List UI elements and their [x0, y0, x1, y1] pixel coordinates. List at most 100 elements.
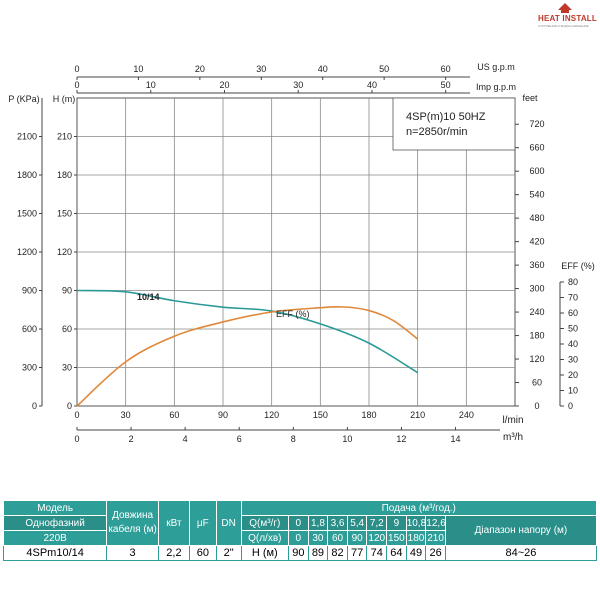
q-lmin-7: 210	[425, 530, 446, 546]
header-supply: Подача (м³/год.)	[240, 500, 598, 516]
tick-label-imp: 10	[146, 80, 156, 90]
cell-h-4: 74	[366, 545, 388, 561]
cell-h-7: 26	[425, 545, 446, 561]
tick-label-imp: 50	[441, 80, 451, 90]
tick-label-pressure: 1200	[17, 247, 37, 257]
series-label-model: 10/14	[137, 292, 160, 302]
cell-uf: 60	[188, 545, 217, 561]
q-m3h-3: 5,4	[346, 515, 368, 531]
axis-label-us: US g.p.m	[477, 62, 515, 72]
cell-kw: 2,2	[157, 545, 190, 561]
tick-label-imp: 30	[293, 80, 303, 90]
series-line-head	[76, 289, 419, 374]
tick-label-lpm: 210	[410, 410, 425, 420]
cell-range: 84~26	[444, 545, 598, 561]
tick-label-us: 50	[379, 64, 389, 74]
house-base-icon	[561, 10, 569, 13]
tick-label-eff: 40	[568, 339, 578, 349]
q-lmin-0: 0	[288, 530, 309, 546]
tick-label-pressure: 2100	[17, 132, 37, 142]
q-lmin-3: 90	[346, 530, 368, 546]
axis-label-eff: EFF (%)	[561, 261, 595, 271]
tick-label-head: 30	[62, 363, 72, 373]
header-uf: μF	[188, 500, 217, 546]
table-row: 4SPm10/14 3 2,2 60 2" H (м) 90 89 82 77 …	[2, 545, 598, 561]
axis-label-feet: feet	[522, 93, 538, 103]
q-lmin-2: 60	[327, 530, 348, 546]
tick-label-feet: 120	[529, 354, 544, 364]
tick-label-m3h: 6	[237, 434, 242, 444]
tick-label-imp: 20	[219, 80, 229, 90]
header-single-phase: Однофазний	[2, 515, 108, 531]
tick-label-pressure: 300	[22, 363, 37, 373]
q-m3h-6: 10,8	[405, 515, 427, 531]
header-q-m3h: Q(м³/г)	[240, 515, 290, 531]
logo-tagline: ОТОПЛЕНИЕ И ВОДОСНАБЖЕНИЕ	[538, 24, 589, 28]
tick-label-lpm: 120	[264, 410, 279, 420]
tick-label-feet: 420	[529, 237, 544, 247]
tick-label-eff: 10	[568, 386, 578, 396]
tick-label-feet: 720	[529, 119, 544, 129]
header-range: Діапазон напору (м)	[444, 515, 598, 546]
tick-label-feet: 240	[529, 307, 544, 317]
tick-label-pressure: 0	[32, 401, 37, 411]
axis-label-imp: Imp g.p.m	[476, 82, 516, 92]
tick-label-us: 60	[441, 64, 451, 74]
tick-label-lpm: 30	[121, 410, 131, 420]
cell-h-3: 77	[346, 545, 368, 561]
cell-h-2: 82	[327, 545, 348, 561]
tick-label-lpm: 90	[218, 410, 228, 420]
title-box	[392, 97, 516, 151]
axis-label-m3h: m³/h	[503, 432, 523, 443]
tick-label-m3h: 2	[129, 434, 134, 444]
tick-label-eff: 50	[568, 324, 578, 334]
tick-label-us: 20	[195, 64, 205, 74]
header-kw: кВт	[157, 500, 190, 546]
tick-label-feet: 600	[529, 166, 544, 176]
cell-cable: 3	[106, 545, 159, 561]
cell-h-1: 89	[307, 545, 329, 561]
tick-label-pressure: 600	[22, 324, 37, 334]
header-voltage: 220В	[2, 530, 108, 546]
axis-label-lpm: l/min	[502, 415, 523, 426]
tick-label-head: 90	[62, 286, 72, 296]
tick-label-imp: 0	[74, 80, 79, 90]
tick-label-pressure: 1800	[17, 170, 37, 180]
header-dn: DN	[215, 500, 242, 546]
tick-label-us: 10	[133, 64, 143, 74]
tick-label-feet: 180	[529, 331, 544, 341]
cell-h-6: 49	[405, 545, 427, 561]
brand-logo: HEAT INSTALL ОТОПЛЕНИЕ И ВОДОСНАБЖЕНИЕ	[538, 2, 598, 32]
tick-label-us: 40	[318, 64, 328, 74]
tick-label-eff: 0	[568, 401, 573, 411]
axis-label-pressure: P (KPa)	[8, 94, 39, 104]
tick-label-head: 150	[57, 209, 72, 219]
logo-text: HEAT INSTALL	[538, 14, 597, 23]
tick-label-feet: 480	[529, 213, 544, 223]
tick-label-lpm: 240	[459, 410, 474, 420]
tick-label-head: 0	[67, 401, 72, 411]
tick-label-lpm: 60	[169, 410, 179, 420]
tick-label-head: 210	[57, 132, 72, 142]
header-cable: Довжина кабеля (м)	[106, 500, 159, 546]
q-m3h-2: 3,6	[327, 515, 348, 531]
tick-label-pressure: 1500	[17, 209, 37, 219]
tick-label-m3h: 14	[451, 434, 461, 444]
cell-h-0: 90	[288, 545, 309, 561]
chart-curves	[76, 289, 419, 407]
q-lmin-4: 120	[366, 530, 388, 546]
tick-label-feet: 660	[529, 143, 544, 153]
tick-label-m3h: 4	[183, 434, 188, 444]
tick-label-m3h: 12	[396, 434, 406, 444]
chart-subtitle: n=2850r/min	[406, 126, 467, 138]
tick-label-head: 60	[62, 324, 72, 334]
tick-label-eff: 60	[568, 308, 578, 318]
cell-h-label: H (м)	[240, 545, 290, 561]
tick-label-m3h: 8	[291, 434, 296, 444]
q-m3h-5: 9	[386, 515, 407, 531]
q-m3h-4: 7,2	[366, 515, 388, 531]
header-model: Модель	[2, 500, 108, 516]
cell-model: 4SPm10/14	[2, 545, 108, 561]
